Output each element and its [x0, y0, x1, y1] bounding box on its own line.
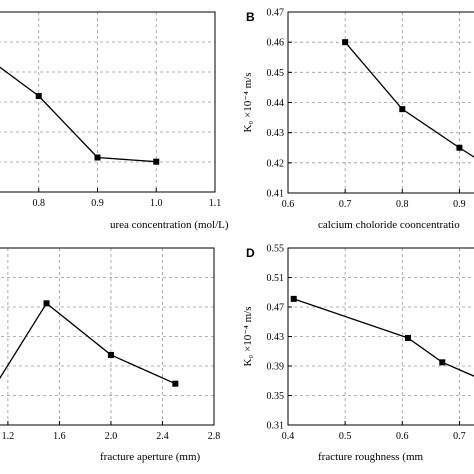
y-tick-label: 0.45: [267, 68, 285, 79]
series-group: [0, 300, 179, 387]
data-point: [405, 334, 411, 341]
plot-frame: [287, 247, 474, 426]
data-point: [43, 300, 50, 307]
series-group: [290, 295, 474, 377]
data-point: [94, 154, 101, 161]
x-tick-label: 0.8: [396, 199, 409, 210]
x-tick-label: 0.6: [396, 431, 409, 442]
plot-frame: [0, 11, 216, 193]
x-axis-label: calcium choloride cooncentratio: [318, 219, 460, 231]
series-line: [0, 302, 176, 385]
chart-panel-3: 1.2 1.6 2.0 2.4 2.8 fracture aperture (mm): [0, 247, 221, 463]
x-tick-label: 0.5: [339, 431, 352, 442]
y-tick-label: 0.47: [267, 303, 285, 314]
x-tick-label: 0.7: [453, 431, 466, 442]
series-line: [344, 41, 474, 158]
series-group: [0, 66, 160, 165]
x-tick-label: 0.9: [91, 198, 104, 209]
chart-panel-2: 0.6 0.7 0.8 0.9 0.41 0.42 0.43 0.44 0.45 0.46 0.47…: [242, 8, 474, 231]
data-point: [456, 144, 463, 151]
data-point: [153, 158, 160, 165]
data-point: [342, 39, 349, 46]
x-tick-label: 0.7: [339, 199, 352, 210]
x-tick-label: 0.8: [33, 198, 46, 209]
data-point: [107, 351, 114, 358]
panel-tag: B: [246, 10, 255, 24]
x-tick-label: 2.4: [156, 431, 169, 442]
series-group: [342, 39, 474, 158]
data-point: [35, 93, 42, 99]
data-point: [439, 359, 446, 366]
x-tick-label: 2.8: [208, 431, 221, 442]
y-tick-label: 0.35: [267, 391, 285, 402]
data-point: [172, 380, 179, 387]
y-tick-label: 0.51: [267, 273, 285, 284]
y-tick-label: 0.41: [267, 189, 285, 200]
x-axis-label: fracture aperture (mm): [100, 451, 200, 463]
x-axis-label: fracture roughness (mm: [318, 451, 424, 463]
y-tick-label: 0.43: [267, 128, 285, 139]
y-tick-label: 0.42: [267, 158, 285, 169]
data-point: [399, 106, 406, 113]
x-tick-label: 2.0: [105, 431, 118, 442]
panel-tag: D: [246, 246, 255, 260]
y-tick-label: 0.46: [267, 38, 285, 49]
y-tick-label: 0.47: [267, 8, 285, 19]
y-tick-label: 0.44: [267, 98, 285, 109]
y-axis-label: K₀ ×10⁻⁴ m/s: [242, 306, 254, 366]
series-line: [0, 66, 157, 163]
x-tick-label: 0.6: [282, 199, 295, 210]
data-point: [290, 295, 297, 302]
x-tick-label: 1.0: [150, 198, 163, 209]
x-tick-label: 1.6: [53, 431, 66, 442]
y-axis-label: K₀ ×10⁻⁴ m/s: [242, 72, 254, 132]
plot-frame: [0, 247, 215, 426]
x-tick-label: 0.9: [453, 199, 466, 210]
y-tick-label: 0.31: [267, 421, 285, 432]
y-tick-label: 0.39: [267, 362, 285, 373]
series-line: [293, 298, 474, 377]
x-tick-label: 0.4: [282, 431, 295, 442]
chart-panel-4: 0.4 0.5 0.6 0.7 0.31 0.35 0.39 0.43 0.47 0.51 0.55…: [242, 244, 474, 463]
x-tick-label: 1.2: [2, 431, 15, 442]
y-tick-label: 0.55: [267, 244, 285, 255]
x-axis-label: urea concentration (mol/L): [110, 219, 229, 231]
x-tick-label: 1.1: [209, 198, 222, 209]
y-tick-label: 0.43: [267, 332, 285, 343]
plot-frame: [287, 11, 474, 194]
